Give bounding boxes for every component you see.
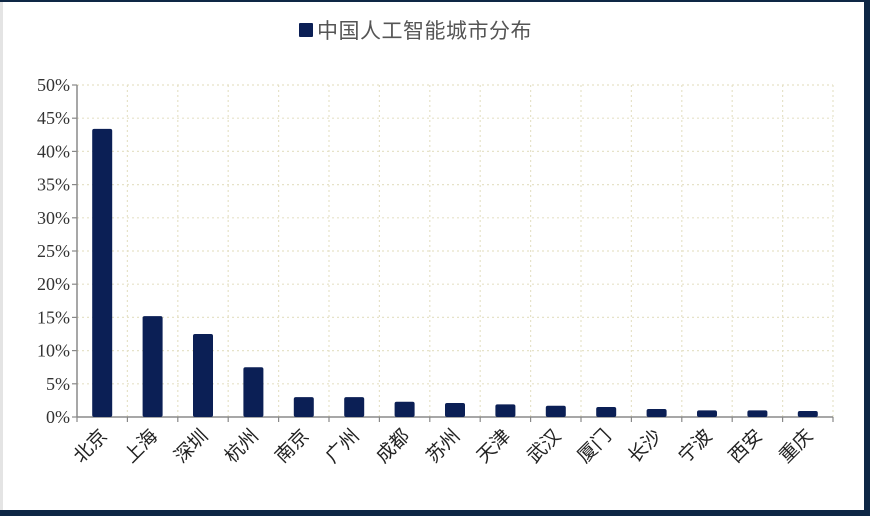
y-tick-label: 15% [37,307,70,327]
y-tick-label: 25% [37,241,70,261]
x-tick-label: 天津 [472,425,514,467]
chart-legend: 中国人工智能城市分布 [299,16,532,44]
x-tick-label: 上海 [120,425,162,467]
x-tick-label: 宁波 [674,425,716,467]
x-tick-label: 深圳 [170,425,212,467]
y-tick-label: 0% [46,407,70,427]
bar-3 [243,367,264,417]
y-tick-label: 40% [37,141,70,161]
x-tick-label: 厦门 [573,425,615,467]
x-tick-label: 西安 [724,425,766,467]
bar-13 [747,410,768,417]
x-tick-label: 杭州 [220,425,262,467]
x-tick-label: 南京 [271,425,313,467]
bar-9 [545,405,566,417]
y-tick-label: 5% [46,374,70,394]
y-tick-label: 50% [37,75,70,95]
bar-0 [92,128,113,417]
x-tick-label: 成都 [372,425,414,467]
bar-2 [193,334,213,417]
bar-10 [596,407,617,417]
y-tick-label: 30% [37,208,70,228]
x-tick-label: 广州 [321,425,363,467]
legend-swatch-icon [299,23,313,37]
y-tick-label: 45% [37,108,70,128]
chart-panel: 中国人工智能城市分布 [0,2,864,510]
y-tick-label: 10% [37,341,70,361]
legend-label: 中国人工智能城市分布 [317,19,532,43]
x-tick-label: 苏州 [422,425,464,467]
bar-11 [646,409,667,417]
bar-6 [394,401,415,417]
x-tick-label: 武汉 [523,425,565,467]
bar-1 [142,316,163,417]
bar-7 [445,403,465,417]
x-tick-label: 重庆 [775,425,817,467]
x-tick-label: 长沙 [624,425,666,467]
bar-5 [344,397,365,417]
y-tick-label: 35% [37,175,70,195]
bar-4 [293,397,314,417]
gridlines [77,84,834,417]
bar-14 [797,411,818,417]
bar-12 [697,410,717,417]
x-tick-label: 北京 [69,425,111,467]
y-tick-label: 20% [37,274,70,294]
bar-8 [495,404,516,417]
